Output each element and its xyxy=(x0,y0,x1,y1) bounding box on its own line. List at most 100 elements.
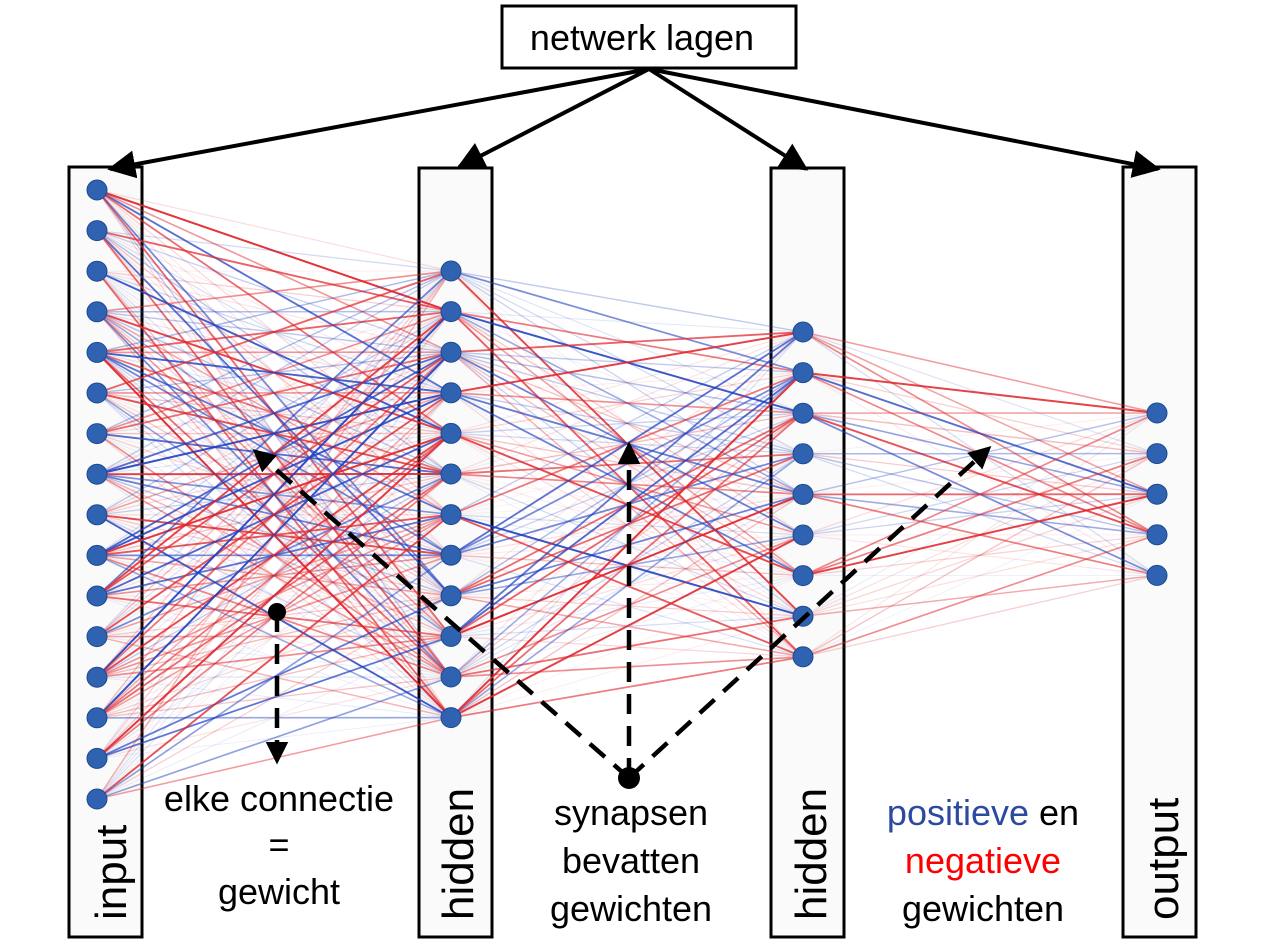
connection-edge xyxy=(96,595,452,800)
neuron-node xyxy=(792,646,814,668)
connection-edge xyxy=(802,452,1158,577)
connection-edge xyxy=(450,331,804,516)
connection-edge xyxy=(96,554,452,719)
neuron-node xyxy=(86,504,108,526)
layer-label-hidden-2: hidden xyxy=(787,788,836,920)
neuron-node xyxy=(440,666,462,688)
connection-edge xyxy=(802,534,1158,576)
connection-edge xyxy=(96,270,452,597)
neuron-node xyxy=(86,666,108,688)
neuron-node xyxy=(86,423,108,445)
connection-edge xyxy=(96,392,452,800)
connection-edge xyxy=(96,270,452,353)
neuron-node xyxy=(792,362,814,384)
neuron-node xyxy=(440,382,462,404)
arrow-to-hidden-1 xyxy=(456,67,650,169)
neurons xyxy=(86,179,1168,810)
connection-edge xyxy=(96,270,452,678)
connection-edge xyxy=(450,311,804,333)
connection-edge xyxy=(96,554,452,800)
neuron-node xyxy=(440,422,462,444)
connection-edge xyxy=(802,412,1158,455)
negative-word: negatieve xyxy=(905,840,1061,881)
weights-line-1: positieve en xyxy=(887,792,1079,833)
neuron-node xyxy=(1146,402,1168,424)
connection-edge xyxy=(96,310,452,516)
connection-edge xyxy=(96,351,452,597)
connection-edge xyxy=(450,412,804,719)
connection-edge xyxy=(802,412,1158,536)
neuron-node xyxy=(86,788,108,810)
connection-edge xyxy=(450,655,804,719)
connection-edge xyxy=(450,372,804,394)
connection-edge xyxy=(96,513,452,800)
neuron-node xyxy=(792,321,814,343)
neuron-node xyxy=(86,463,108,485)
connection-edge xyxy=(450,331,804,354)
connection-edge xyxy=(96,311,452,759)
connection-edge xyxy=(96,270,452,800)
neuron-node xyxy=(86,707,108,729)
connection-edge xyxy=(96,514,452,759)
weights-annotation: positieve en negatieve gewichten xyxy=(887,792,1079,929)
title-box xyxy=(500,4,798,70)
connection-edge xyxy=(96,270,452,435)
connection-edge xyxy=(802,534,1158,617)
connection-edge xyxy=(96,351,452,719)
connection-edge xyxy=(96,229,452,272)
neuron-node xyxy=(440,707,462,729)
connection-edge xyxy=(802,534,1158,658)
connection-edge xyxy=(450,270,804,374)
neuron-node xyxy=(792,483,814,505)
synapses-annotation: synapsen bevatten gewichten xyxy=(550,792,712,929)
title-text: netwerk lagen xyxy=(530,17,754,58)
connection-edge xyxy=(450,372,804,678)
connection-edge xyxy=(802,412,1158,658)
connection-edge xyxy=(96,311,452,800)
annotation-arrows xyxy=(252,441,992,780)
connection-edge xyxy=(96,270,452,759)
neuron-node xyxy=(86,341,108,363)
weights-line-3: gewichten xyxy=(902,888,1064,929)
connection-arrow-origin xyxy=(268,603,286,621)
connection-edge xyxy=(450,534,804,719)
arrow-to-input xyxy=(107,67,650,179)
layer-label-hidden-1: hidden xyxy=(434,788,483,920)
connection-edge xyxy=(96,270,452,556)
connection-edge xyxy=(96,676,452,800)
neuron-node xyxy=(86,747,108,769)
connection-edge xyxy=(450,331,804,718)
connection-edge xyxy=(96,311,452,394)
neuron-node xyxy=(1146,564,1168,586)
arrow-to-hidden-2 xyxy=(647,67,809,171)
connection-edge xyxy=(96,270,452,394)
connection-edge xyxy=(96,311,452,475)
neuron-node xyxy=(440,625,462,647)
neuron-node xyxy=(86,220,108,242)
neuron-node xyxy=(440,301,462,323)
neuron-node xyxy=(440,341,462,363)
synapses-line-3: gewichten xyxy=(550,888,712,929)
neuron-node xyxy=(792,402,814,424)
connection-edge xyxy=(96,270,452,475)
neuron-node xyxy=(86,301,108,323)
connection-edge xyxy=(802,453,1158,617)
neuron-node xyxy=(1146,483,1168,505)
neuron-node xyxy=(86,626,108,648)
connection-edge xyxy=(450,331,804,394)
neuron-node xyxy=(86,260,108,282)
connection-edge xyxy=(96,351,452,759)
connection-edge xyxy=(450,331,804,475)
connection-edge xyxy=(802,534,1158,577)
neuron-node xyxy=(86,544,108,566)
neuron-node xyxy=(440,504,462,526)
neuron-node xyxy=(1146,443,1168,465)
connection-edge xyxy=(96,432,452,719)
connection-edge xyxy=(450,331,804,434)
connection-edge xyxy=(96,311,452,719)
neuron-node xyxy=(440,585,462,607)
title-arrows xyxy=(107,67,1161,179)
connection-edge xyxy=(450,270,804,333)
connection-edge xyxy=(802,574,1158,658)
